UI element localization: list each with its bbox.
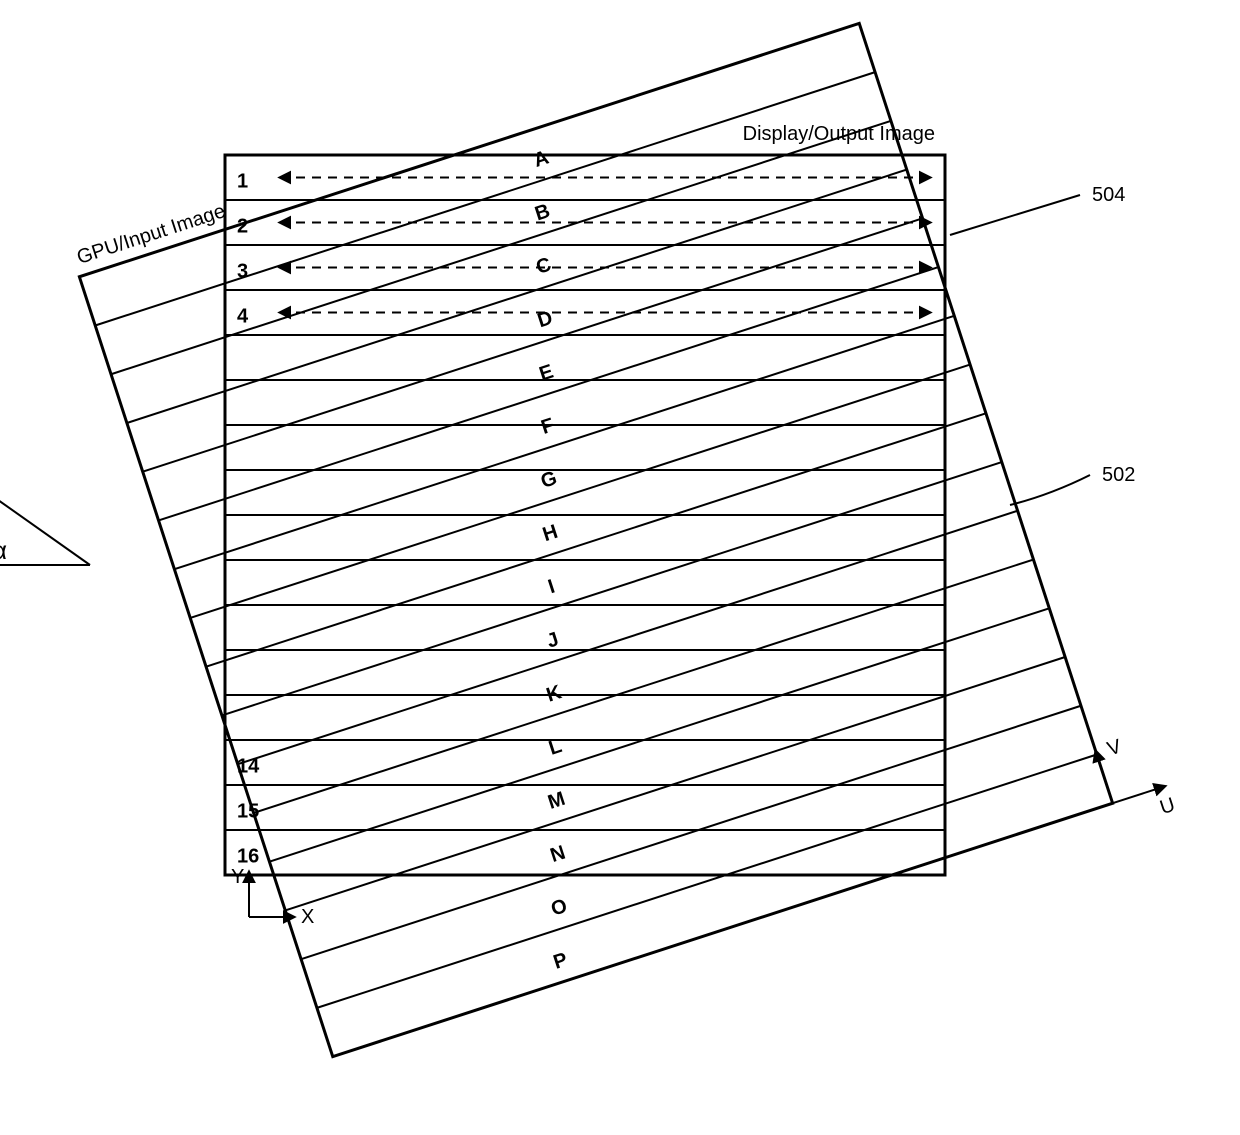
y-axis-label: Y (231, 866, 244, 888)
u-axis-label: U (1157, 794, 1178, 819)
input-row-letter-D: D (535, 307, 556, 332)
input-row-letter-G: G (538, 467, 560, 493)
alpha-label: α (0, 535, 7, 565)
input-row-letter-E: E (537, 361, 556, 386)
callout-502: 502 (1102, 464, 1135, 486)
input-row-letter-M: M (545, 788, 568, 814)
input-row-letter-I: I (545, 576, 557, 599)
callout-line-504 (950, 195, 1080, 235)
input-row-letter-O: O (548, 895, 570, 921)
input-row-letter-J: J (544, 628, 561, 652)
input-row-letter-A: A (531, 146, 552, 171)
alpha-angle: α (0, 491, 90, 565)
callout-line-502 (1010, 475, 1090, 505)
callout-504: 504 (1092, 184, 1125, 206)
x-axis-label: X (301, 906, 314, 928)
output-row-label-16: 16 (237, 845, 259, 867)
display-title: Display/Output Image (743, 123, 935, 145)
input-row-letter-B: B (532, 200, 553, 225)
input-row-letter-P: P (551, 949, 570, 974)
v-axis-label: V (1105, 735, 1125, 760)
input-row-letter-L: L (546, 735, 564, 760)
output-row-label-4: 4 (237, 305, 249, 327)
output-row-label-1: 1 (237, 170, 248, 192)
input-row-letter-N: N (548, 842, 569, 867)
input-row-letter-H: H (540, 521, 561, 546)
input-row-letter-K: K (544, 681, 565, 707)
input-row-letter-F: F (538, 414, 556, 439)
input-row-letter-C: C (534, 253, 555, 278)
gpu-input-grid: ABCDEFGHIJKLMNOPGPU/Input ImageVU (70, 0, 1177, 1086)
